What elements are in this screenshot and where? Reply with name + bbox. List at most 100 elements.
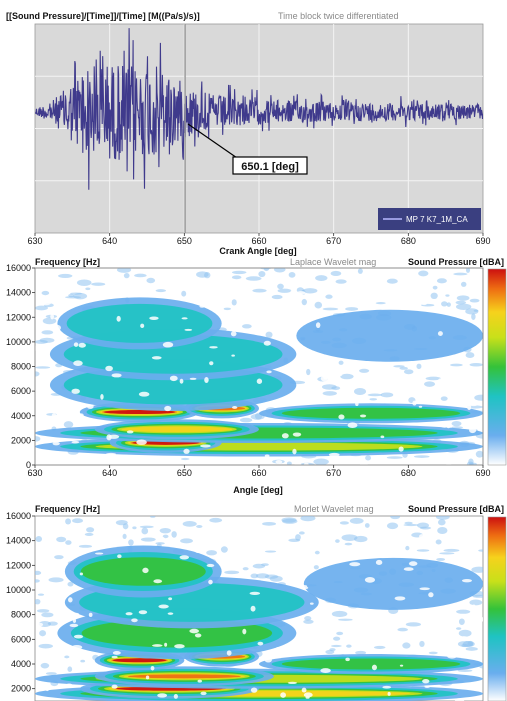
chart2-speckle (288, 271, 296, 278)
chart2-speckle (335, 279, 347, 284)
chart3-gap (79, 572, 84, 576)
chart3-speckle (386, 522, 399, 530)
chart2-gap (108, 434, 120, 439)
chart2-speckle (424, 381, 436, 387)
chart2-speckle (380, 392, 394, 398)
chart3-speckle (67, 666, 73, 672)
chart3-gap (428, 592, 434, 598)
chart2-gap (86, 404, 94, 409)
chart3-speckle (65, 540, 72, 545)
chart2-gap (100, 394, 104, 400)
chart2-gap (41, 300, 52, 306)
chart2-speckle (123, 273, 130, 279)
chart3-gap (153, 579, 163, 584)
chart3-gap (320, 668, 331, 673)
chart3-speckle (40, 662, 50, 669)
chart2-x-tick-label: 680 (401, 468, 416, 478)
chart2-speckle (134, 273, 147, 278)
chart2-speckle (35, 436, 41, 442)
chart2-gap (126, 430, 134, 434)
chart3-gap (173, 693, 178, 699)
chart2-band (281, 407, 461, 419)
chart3-gap (275, 563, 284, 567)
chart2-speckle (322, 307, 339, 311)
chart2-x-tick-label: 660 (251, 468, 266, 478)
chart3-gap (250, 605, 256, 612)
chart2-gap (136, 439, 147, 445)
chart2-speckle (181, 290, 187, 297)
chart2-speckle (325, 294, 333, 299)
chart2-speckle (35, 305, 48, 311)
chart2-speckle (441, 301, 448, 307)
chart2-gap (200, 444, 211, 448)
chart3-speckle (72, 518, 84, 524)
chart2-gap (184, 328, 193, 331)
chart1-x-ticks: 630 640 650 660 670 680 690 (27, 233, 491, 246)
chart2-speckle (315, 275, 328, 281)
chart3-speckle (314, 550, 320, 555)
chart2-gap (418, 405, 423, 408)
chart2-speckle (465, 268, 471, 273)
chart3-speckle (330, 644, 342, 648)
chart2-speckle (252, 288, 267, 293)
chart3-speckle (86, 527, 95, 533)
chart3-gap (371, 664, 377, 671)
chart3-speckle (262, 522, 277, 526)
chart2-speckle (354, 387, 367, 395)
chart3-speckle (458, 629, 472, 637)
chart3-gap (301, 687, 307, 693)
chart3-gap (226, 650, 232, 656)
chart3-speckle (472, 594, 483, 598)
chart1-x-tick-label: 680 (401, 236, 416, 246)
chart3-speckle (48, 577, 64, 583)
chart3-gap (262, 540, 269, 547)
chart3-y-tick-label: 12000 (6, 560, 31, 570)
chart2-x-tick-label: 670 (326, 468, 341, 478)
chart3-speckle (132, 526, 137, 530)
chart1-xlabel: Crank Angle [deg] (219, 246, 296, 256)
chart2-speckle (68, 293, 75, 298)
chart2-speckle (35, 371, 40, 377)
chart2-gap (292, 432, 302, 437)
chart2-title: Laplace Wavelet mag (290, 257, 376, 267)
chart3-gap (189, 628, 200, 634)
chart3-gap (424, 685, 430, 688)
chart2-gap (149, 316, 159, 320)
chart3-y-tick-label: 6000 (11, 634, 31, 644)
chart2-speckle (468, 458, 474, 465)
chart3-gap (399, 664, 404, 667)
chart2-gap (367, 298, 376, 301)
chart2-y-tick-label: 2000 (11, 435, 31, 445)
chart3-speckle (443, 548, 460, 552)
chart3-gap (179, 555, 190, 560)
chart2-speckle (338, 360, 344, 365)
chart2-gap (300, 321, 305, 325)
chart3-speckle (467, 640, 474, 647)
cursor-readout: 650.1 [deg] (241, 161, 299, 173)
chart3-gap (227, 561, 236, 568)
chart3-speckle (349, 517, 364, 524)
chart2-speckle (357, 268, 363, 274)
chart3-speckle (335, 539, 340, 543)
chart3-speckle (331, 610, 348, 618)
chart2-speckle (258, 270, 266, 278)
chart2-speckle (301, 298, 307, 306)
chart3-colorbar-label: Sound Pressure [dBA] (408, 504, 504, 514)
chart3-speckle (355, 650, 367, 655)
chart3-gap (157, 693, 168, 698)
chart2-speckle (76, 279, 92, 287)
chart2-gap (51, 413, 57, 419)
chart2-speckle (231, 275, 242, 280)
chart3-gap (167, 612, 174, 615)
chart2-speckle (425, 376, 442, 381)
chart2-gap (296, 291, 306, 295)
chart2-speckle (180, 457, 190, 461)
chart3-gap (419, 534, 426, 539)
chart2-speckle (35, 339, 48, 344)
chart3-speckle (206, 550, 218, 556)
chart2-speckle (432, 285, 438, 290)
chart3-speckle (45, 672, 57, 675)
chart2-gap (199, 305, 205, 308)
chart2-gap (386, 372, 390, 377)
chart2-gap (303, 462, 309, 465)
